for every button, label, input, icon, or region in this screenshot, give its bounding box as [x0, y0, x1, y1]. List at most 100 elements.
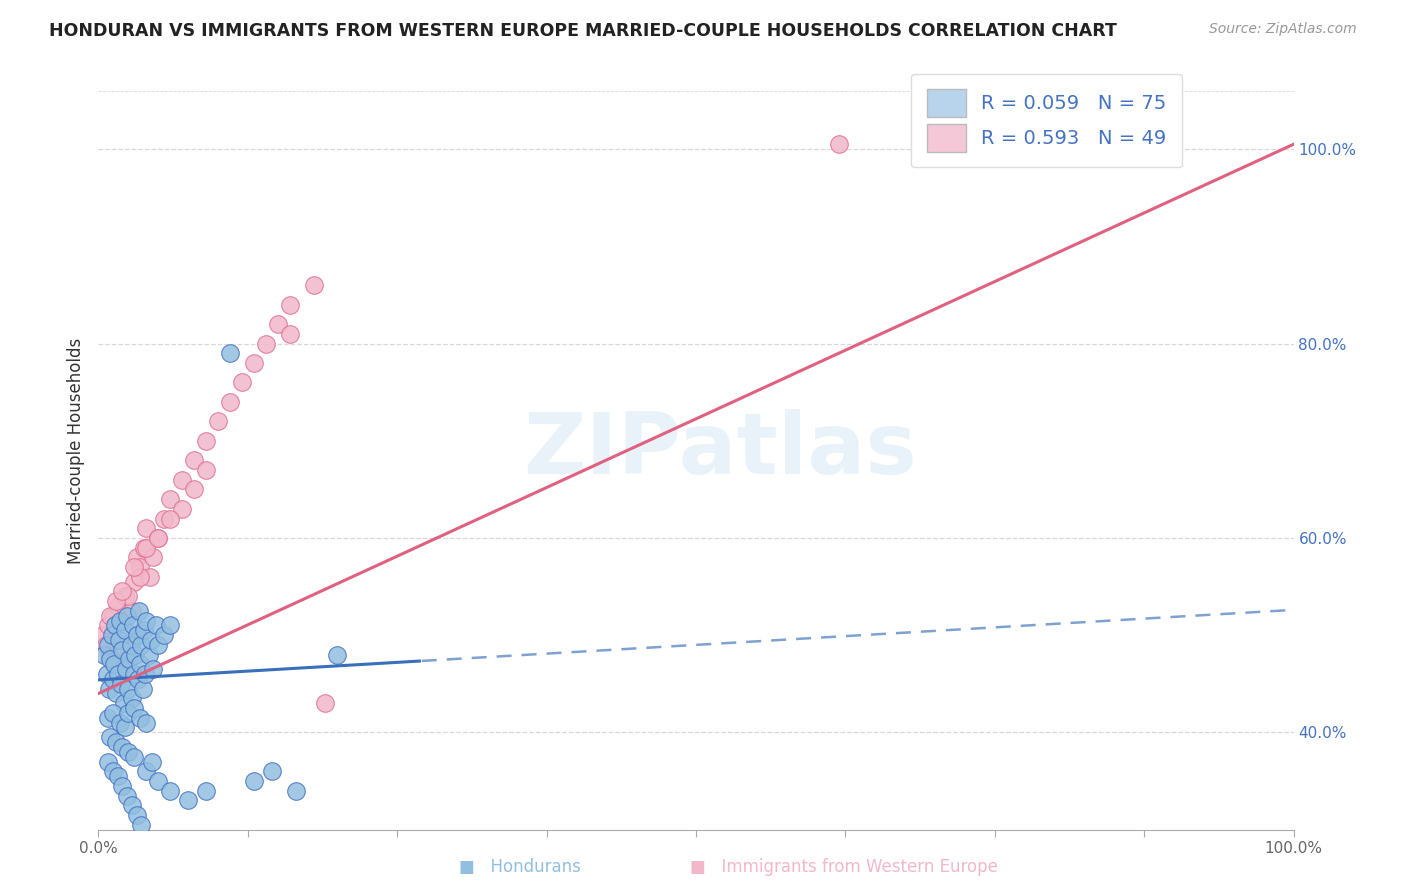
Point	[124, 648, 146, 662]
Point	[278, 298, 301, 312]
Point	[135, 614, 157, 628]
Point	[195, 783, 218, 797]
Point	[231, 376, 253, 390]
Point	[195, 463, 218, 477]
Point	[159, 511, 181, 525]
Point	[98, 652, 122, 666]
Point	[138, 648, 160, 662]
Point	[111, 642, 134, 657]
Point	[129, 570, 152, 584]
Point	[104, 618, 127, 632]
Point	[98, 608, 122, 623]
Point	[207, 414, 229, 428]
Point	[129, 560, 152, 574]
Point	[131, 638, 153, 652]
Point	[110, 677, 132, 691]
Point	[97, 755, 120, 769]
Point	[148, 531, 170, 545]
Text: ■   Immigrants from Western Europe: ■ Immigrants from Western Europe	[690, 858, 997, 876]
Point	[139, 633, 162, 648]
Point	[153, 628, 176, 642]
Point	[326, 648, 349, 662]
Point	[108, 657, 131, 672]
Point	[101, 672, 124, 686]
Point	[124, 749, 146, 764]
Point	[122, 618, 145, 632]
Point	[114, 624, 136, 638]
Point	[135, 521, 157, 535]
Point	[153, 511, 176, 525]
Point	[172, 473, 194, 487]
Point	[93, 648, 115, 662]
Point	[132, 541, 155, 555]
Point	[115, 608, 138, 623]
Point	[115, 662, 138, 676]
Point	[219, 395, 242, 409]
Point	[243, 774, 266, 789]
Point	[103, 657, 125, 672]
Point	[111, 584, 134, 599]
Point	[124, 701, 146, 715]
Point	[302, 278, 325, 293]
Point	[118, 652, 141, 666]
Point	[148, 638, 170, 652]
Point	[172, 501, 194, 516]
Point	[134, 667, 156, 681]
Point	[101, 706, 124, 720]
Point	[121, 628, 143, 642]
Point	[177, 793, 200, 807]
Point	[112, 696, 135, 710]
Point	[97, 711, 120, 725]
Point	[107, 599, 129, 613]
Point	[111, 739, 134, 754]
Point	[243, 356, 266, 370]
Point	[120, 638, 142, 652]
Point	[101, 608, 124, 623]
Point	[145, 618, 167, 632]
Point	[105, 594, 128, 608]
Point	[127, 672, 149, 686]
Point	[148, 774, 170, 789]
Point	[121, 798, 143, 813]
Point	[98, 681, 121, 696]
Point	[267, 317, 290, 331]
Point	[219, 346, 242, 360]
Text: ZIPatlas: ZIPatlas	[523, 409, 917, 492]
Point	[315, 696, 337, 710]
Point	[107, 769, 129, 783]
Point	[260, 764, 283, 779]
Point	[96, 667, 118, 681]
Point	[125, 550, 148, 565]
Point	[105, 735, 128, 749]
Point	[195, 434, 218, 448]
Point	[111, 779, 134, 793]
Text: HONDURAN VS IMMIGRANTS FROM WESTERN EUROPE MARRIED-COUPLE HOUSEHOLDS CORRELATION: HONDURAN VS IMMIGRANTS FROM WESTERN EURO…	[49, 22, 1118, 40]
Point	[131, 681, 153, 696]
Point	[124, 667, 146, 681]
Point	[107, 667, 129, 681]
Point	[114, 589, 136, 603]
Point	[105, 686, 128, 700]
Point	[115, 789, 138, 803]
Point	[131, 818, 153, 832]
Y-axis label: Married-couple Households: Married-couple Households	[66, 337, 84, 564]
Point	[129, 657, 152, 672]
Point	[135, 541, 157, 555]
Point	[107, 633, 129, 648]
Point	[108, 715, 131, 730]
Point	[141, 755, 163, 769]
Point	[148, 531, 170, 545]
Point	[108, 614, 131, 628]
Point	[254, 336, 277, 351]
Point	[114, 721, 136, 735]
Point	[117, 589, 139, 603]
Legend: R = 0.059   N = 75, R = 0.593   N = 49: R = 0.059 N = 75, R = 0.593 N = 49	[911, 73, 1182, 168]
Point	[121, 604, 143, 618]
Point	[139, 570, 162, 584]
Point	[97, 618, 120, 632]
Point	[125, 628, 148, 642]
Point	[117, 681, 139, 696]
Point	[159, 783, 181, 797]
Point	[124, 560, 146, 574]
Point	[128, 604, 150, 618]
